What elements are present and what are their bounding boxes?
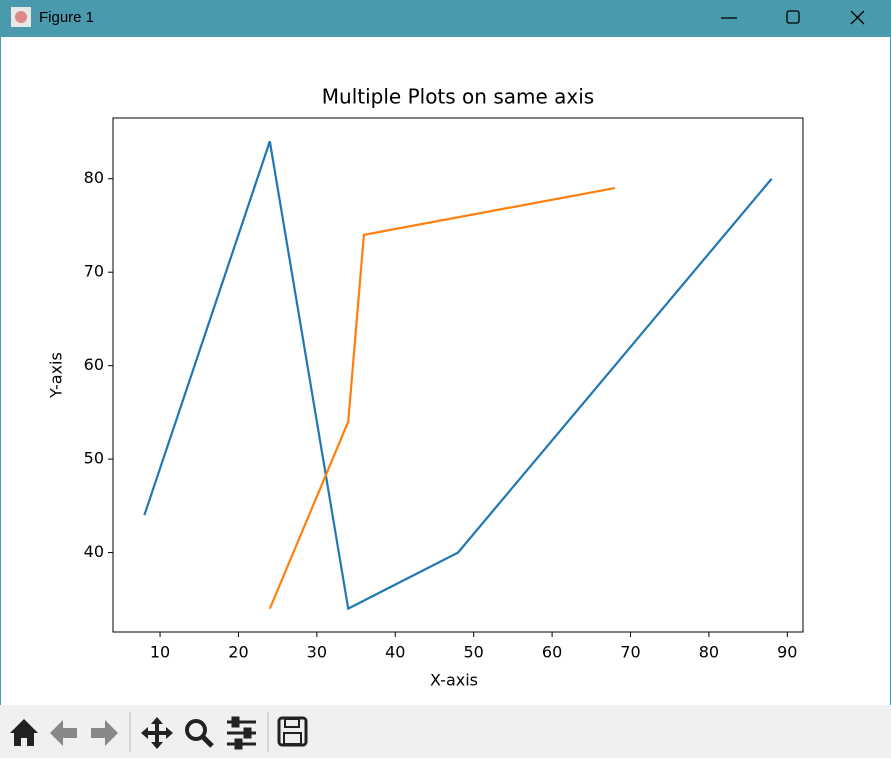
pan-button[interactable] — [141, 717, 173, 749]
x-tick-label: 60 — [542, 643, 562, 662]
line-series — [268, 187, 616, 610]
x-tick-label: 30 — [307, 643, 327, 662]
x-tick-label: 20 — [228, 643, 248, 662]
zoom-button[interactable] — [185, 719, 214, 748]
line-series — [143, 141, 773, 611]
plot: 10 20 30 40 50 60 70 80 90 40 50 60 70 80 — [84, 141, 797, 662]
back-button[interactable] — [50, 720, 77, 746]
y-tick-label: 50 — [84, 449, 104, 468]
x-tick-label: 50 — [464, 643, 484, 662]
y-tick-label: 60 — [84, 355, 104, 374]
x-tick-label: 90 — [777, 643, 797, 662]
configure-button[interactable] — [227, 716, 256, 750]
x-tick-label: 40 — [385, 643, 405, 662]
x-tick-label: 70 — [620, 643, 640, 662]
toolbar — [0, 705, 891, 758]
app-icon — [11, 7, 31, 27]
home-button[interactable] — [10, 719, 38, 746]
x-axis-label: X-axis — [430, 671, 478, 690]
y-axis-label: Y-axis — [47, 352, 66, 399]
save-button[interactable] — [277, 716, 308, 747]
y-tick-label: 40 — [84, 542, 104, 561]
y-tick-label: 80 — [84, 168, 104, 187]
chart-title: Multiple Plots on same axis — [322, 85, 594, 109]
x-tick-label: 80 — [699, 643, 719, 662]
toolbar-icons — [10, 716, 308, 750]
title-bar — [0, 0, 891, 37]
maximize-button[interactable] — [786, 10, 800, 24]
window-title: Figure 1 — [39, 9, 94, 26]
close-button[interactable] — [850, 10, 865, 25]
y-tick-label: 70 — [84, 262, 104, 281]
forward-button[interactable] — [91, 720, 118, 746]
x-tick-label: 10 — [150, 643, 170, 662]
axes-frame — [112, 117, 804, 633]
